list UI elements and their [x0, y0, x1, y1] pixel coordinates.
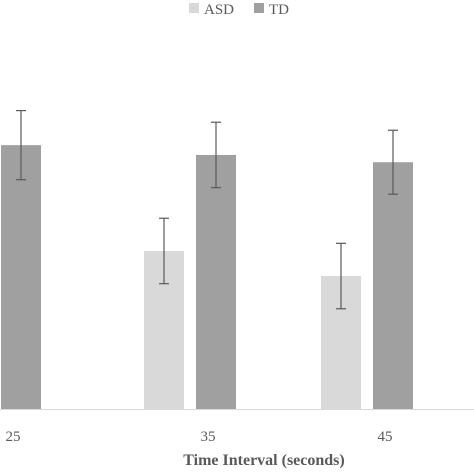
x-tick-label-35: 35: [201, 429, 216, 445]
legend-label-td: TD: [269, 2, 289, 18]
bar-td-45: [373, 162, 413, 410]
bar-td-25: [1, 145, 41, 410]
error-bar-asd-35: [159, 217, 169, 285]
bars-group: [1, 145, 413, 410]
error-bar-td-45: [388, 129, 398, 195]
x-tick-labels: 25 35 45: [6, 429, 393, 445]
x-tick-label-45: 45: [378, 429, 393, 445]
error-bar-td-35: [211, 121, 221, 189]
error-bar-asd-45: [336, 242, 346, 310]
x-tick-label-25: 25: [6, 429, 21, 445]
legend: ASD TD: [189, 2, 289, 18]
bar-td-35: [196, 154, 236, 410]
error-bar-td-25: [16, 109, 26, 181]
x-axis-title: Time Interval (seconds): [183, 452, 344, 469]
legend-swatch-asd: [189, 3, 199, 13]
legend-label-asd: ASD: [204, 2, 234, 18]
error-bars-group: [16, 109, 398, 310]
legend-swatch-td: [254, 3, 264, 13]
